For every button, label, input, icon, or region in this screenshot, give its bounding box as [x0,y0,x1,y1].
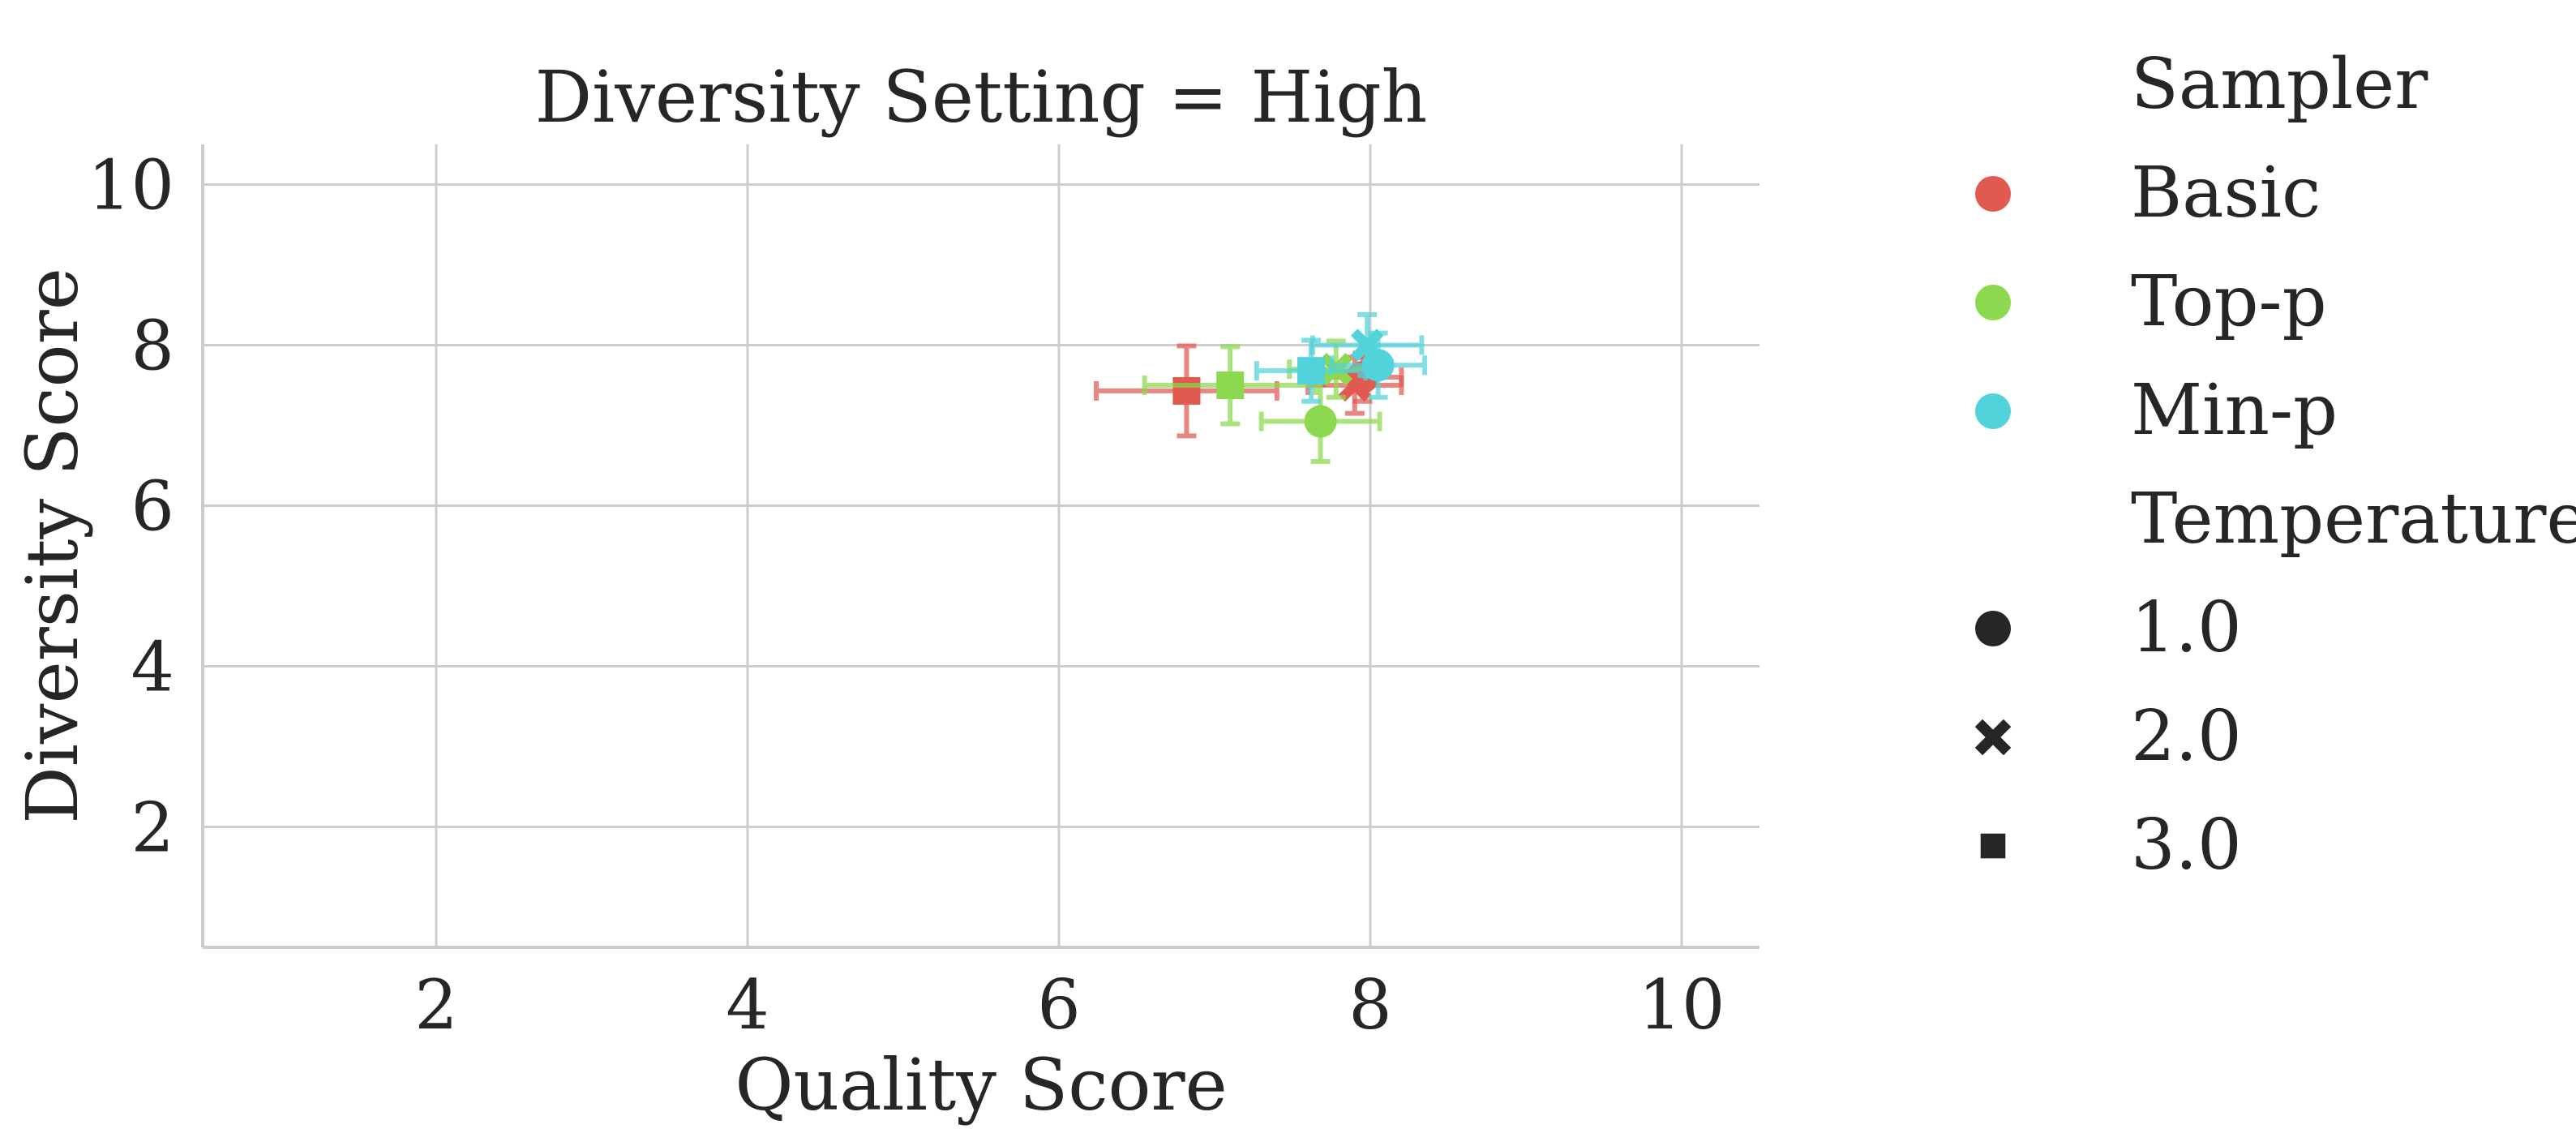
y-tick-labels: 2 4 6 8 10 [88,146,174,868]
data-point-marker [1304,405,1337,438]
legend-sampler-marker [1975,393,2011,429]
legend-temperature-label: 1.0 [2131,587,2242,668]
x-tick-label: 4 [726,965,769,1045]
y-axis-label: Diversity Score [11,268,94,824]
y-tick-label: 8 [131,307,174,386]
x-tick-label: 10 [1639,965,1725,1045]
chart-title: Diversity Setting = High [535,55,1428,139]
legend-temperature-marker [1980,833,2006,859]
legend-title-temperature: Temperature [2131,479,2576,560]
x-axis-label: Quality Score [735,1043,1227,1127]
y-tick-label: 10 [88,146,174,225]
legend-temperature-marker [1975,611,2011,646]
legend-title-sampler: Sampler [2131,44,2428,125]
data-point-marker [1172,376,1201,405]
x-marker-stroke [1350,328,1384,362]
y-tick-label: 6 [131,467,174,547]
legend-sampler-marker [1975,285,2011,320]
data-point-marker [1350,328,1384,362]
x-tick-label: 2 [414,965,457,1045]
legend-sampler-label: Basic [2131,152,2321,234]
data-points [1094,311,1428,465]
y-tick-label: 2 [131,788,174,868]
legend: Sampler Basic Top-p Min-p Temperature 1.0 2.0 3… [1974,44,2576,886]
x-tick-label: 6 [1037,965,1080,1045]
legend-sampler-label: Min-p [2131,370,2338,451]
grid-layer [203,144,1759,947]
legend-temperature-label: 2.0 [2131,696,2242,777]
data-point-marker [1297,357,1326,385]
y-tick-label: 4 [131,628,174,707]
legend-sampler-marker [1975,176,2011,212]
axis-spines [201,144,1759,949]
x-tick-label: 8 [1348,965,1391,1045]
x-marker-stroke [1974,719,2012,756]
legend-sampler-label: Top-p [2131,261,2327,342]
x-tick-labels: 2 4 6 8 10 [414,965,1725,1045]
data-point-marker [1216,371,1245,399]
legend-temperature-marker [1974,719,2012,756]
legend-temperature-label: 3.0 [2131,805,2242,886]
